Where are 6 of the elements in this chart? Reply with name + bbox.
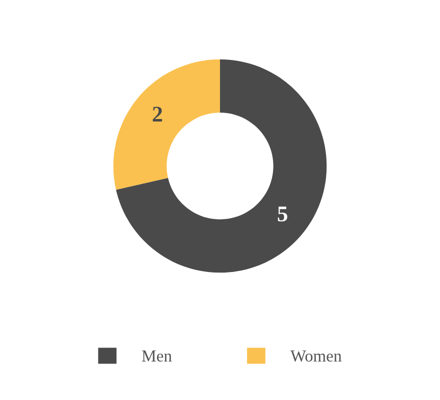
legend-label: Women [290,350,342,362]
data-label: 5 [278,206,288,222]
legend-label: Men [142,350,172,362]
donut-slice [113,59,220,190]
data-label: 2 [152,106,162,122]
donut-slice [116,59,327,273]
